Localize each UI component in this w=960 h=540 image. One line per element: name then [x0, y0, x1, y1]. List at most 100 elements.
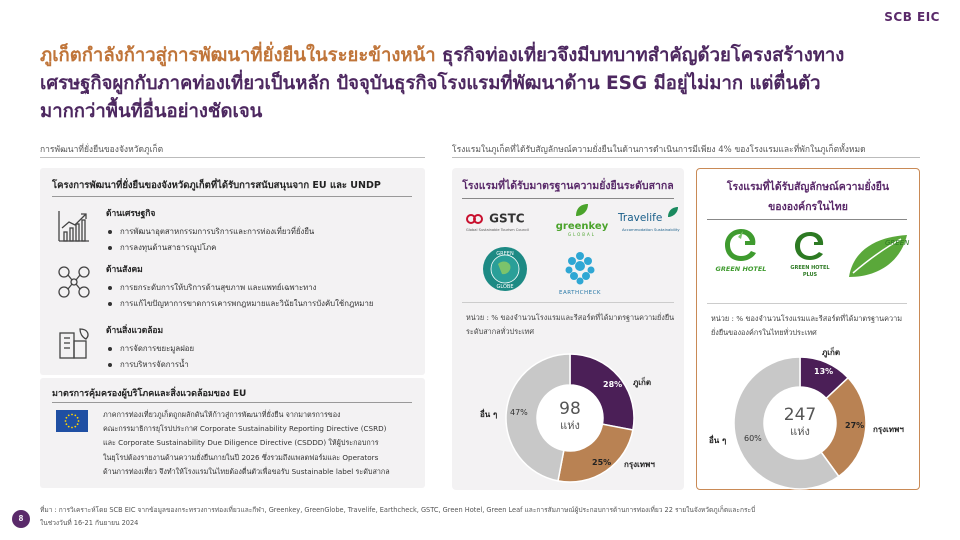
travelife-wordmark: Travelife — [618, 212, 663, 224]
donut-a-value-other: 47% — [510, 408, 528, 417]
scb-eic-logo: SCB EIC — [884, 10, 940, 24]
undp-box-title: โครงการพัฒนาที่ยั่งยืนของจังหวัดภูเก็ตที… — [52, 180, 381, 191]
eu-line: ด้านการท่องเที่ยว จึงทำให้โรงแรมในไทยต้อ… — [103, 466, 390, 476]
panel-b-divider — [707, 219, 907, 220]
people-network-icon — [58, 266, 90, 298]
list-item: การแก้ไขปัญหาการขาดการเคารพกฎหมายและวินั… — [106, 296, 373, 312]
headline-highlight: ภูเก็ตกำลังก้าวสู่การพัฒนาที่ยั่งยืนในระ… — [40, 45, 436, 66]
donut-a-value-phuket: 28% — [603, 380, 623, 389]
green-hotel-plus-wordmark: GREEN HOTEL PLUS — [790, 265, 830, 278]
eu-description: ภาคการท่องเที่ยวภูเก็ตถูกผลักดันให้ก้าวส… — [103, 408, 418, 479]
eu-box-title: มาตรการคุ้มครองผู้บริโภคและสิ่งแวดล้อมขอ… — [52, 389, 247, 399]
source-line: ที่มา : การวิเคราะห์โดย SCB EIC จากข้อมู… — [40, 506, 756, 514]
panel-b-title: โรงแรมที่ได้รับสัญลักษณ์ความยั่งยืน ของอ… — [697, 177, 919, 217]
earthcheck-wordmark: EARTHCHECK — [558, 290, 602, 296]
donut-b-hole — [764, 387, 836, 459]
donut-a-label-other: อื่น ๆ — [480, 410, 498, 419]
green-globe-text-top: GREEN — [496, 251, 514, 257]
donut-a-value-bangkok: 25% — [592, 458, 612, 467]
left-section-label: การพัฒนาที่ยั่งยืนของจังหวัดภูเก็ต — [40, 145, 164, 155]
donut-b-value-other: 60% — [744, 434, 762, 443]
donut-b-unit: แห่ง — [790, 425, 810, 438]
donut-b-label-phuket: ภูเก็ต — [822, 348, 841, 357]
donut-b-label-bangkok: กรุงเทพฯ — [873, 425, 904, 434]
green-hotel-plus-logo: GREEN HOTEL PLUS — [785, 231, 835, 279]
source-note: ที่มา : การวิเคราะห์โดย SCB EIC จากข้อมู… — [40, 504, 920, 530]
green-hotel-mark-icon — [725, 229, 756, 261]
category-title: ด้านสิ่งแวดล้อม — [106, 326, 164, 336]
growth-chart-icon — [58, 211, 89, 242]
unit-line: ระดับสากลทั่วประเทศ — [466, 326, 534, 336]
list-item: การจัดการขยะมูลฝอย — [106, 341, 194, 357]
donut-a-total: 98 — [559, 399, 581, 419]
earthcheck-mosaic-icon — [565, 252, 595, 285]
green-leaf-wordmark: GREEN LEAF — [885, 239, 911, 247]
unit-line: ยั่งยืนขององค์กรในไทยทั่วประเทศ — [711, 327, 817, 337]
green-globe-logo: GREEN GLOBE — [483, 247, 527, 291]
greenkey-logo: greenkey GLOBAL — [552, 202, 612, 237]
donut-b-total: 247 — [783, 405, 817, 425]
left-divider — [40, 157, 425, 158]
source-line: ในช่วงวันที่ 16-21 กันยายน 2024 — [40, 519, 139, 527]
donut-a-center: 98 แห่ง — [540, 399, 600, 433]
eu-line: และ Corporate Sustainability Due Diligen… — [103, 438, 379, 448]
greenkey-leaf-icon — [576, 204, 588, 216]
category-environment: ด้านสิ่งแวดล้อม การจัดการขยะมูลฝอย การบร… — [106, 323, 194, 373]
donut-a-label-bangkok: กรุงเทพฯ — [624, 460, 655, 469]
panel-a-logo-divider — [462, 302, 674, 303]
panel-b-title-line: โรงแรมที่ได้รับสัญลักษณ์ความยั่งยืน — [726, 181, 890, 193]
travelife-logo: Travelife Accommodation Sustainability — [618, 206, 680, 232]
right-section-label: โรงแรมในภูเก็ตที่ได้รับสัญลักษณ์ความยั่ง… — [452, 145, 866, 155]
eu-line: ในยุโรปต้องรายงานด้านความยั่งยืนภายในปี … — [103, 452, 379, 462]
eco-building-icon — [59, 328, 89, 359]
gstc-logo: GSTC Global Sustainable Tourism Council — [466, 208, 532, 232]
page-headline: ภูเก็ตกำลังก้าวสู่การพัฒนาที่ยั่งยืนในระ… — [40, 42, 920, 126]
earthcheck-logo: EARTHCHECK — [552, 250, 608, 296]
page-number: 8 — [12, 510, 30, 528]
unit-line: หน่วย : % ของจำนวนโรงแรมและรีสอร์ตที่ได้… — [466, 313, 675, 322]
gstc-wordmark: GSTC — [489, 211, 525, 226]
list-item: การพัฒนาอุตสาหกรรมการบริการและการท่องเที… — [106, 224, 314, 240]
panel-a-divider — [462, 198, 674, 199]
eu-line: คณะกรรมาธิการยุโรปประกาศ Corporate Susta… — [103, 424, 387, 434]
green-hotel-logo: GREEN HOTEL — [711, 227, 771, 273]
right-divider — [452, 157, 920, 158]
green-hotel-wordmark: GREEN HOTEL — [715, 265, 767, 273]
donut-a-hole — [537, 385, 603, 451]
panel-b-unit-note: หน่วย : % ของจำนวนโรงแรมและรีสอร์ตที่ได้… — [711, 312, 916, 339]
donut-a-unit: แห่ง — [560, 419, 580, 432]
eu-measures-box — [40, 378, 425, 488]
donut-b-label-other: อื่น ๆ — [709, 436, 727, 445]
travelife-subtitle: Accommodation Sustainability — [622, 227, 680, 232]
list-item: การลงทุนด้านสาธารณูปโภค — [106, 240, 314, 256]
panel-b-logo-divider — [707, 303, 907, 304]
unit-line: หน่วย : % ของจำนวนโรงแรมและรีสอร์ตที่ได้… — [711, 314, 903, 323]
category-society: ด้านสังคม การยกระดับการให้บริการด้านสุขภ… — [106, 262, 373, 312]
eu-title-divider — [52, 402, 412, 403]
eu-line: ภาคการท่องเที่ยวภูเก็ตถูกผลักดันให้ก้าวส… — [103, 410, 341, 419]
donut-b-value-phuket: 13% — [814, 367, 834, 376]
donut-b-center: 247 แห่ง — [770, 405, 830, 439]
travelife-leaf-icon — [668, 207, 679, 217]
panel-b-title-line: ขององค์กรในไทย — [768, 201, 848, 213]
green-hotel-plus-mark-icon — [795, 232, 824, 260]
category-title: ด้านเศรษฐกิจ — [106, 209, 156, 219]
list-item: การยกระดับการให้บริการด้านสุขภาพ และแพทย… — [106, 280, 373, 296]
gstc-mark-icon — [466, 213, 484, 225]
panel-a-unit-note: หน่วย : % ของจำนวนโรงแรมและรีสอร์ตที่ได้… — [466, 311, 676, 338]
list-item: การบริหารจัดการน้ำ — [106, 357, 194, 373]
undp-title-divider — [52, 196, 412, 197]
eu-flag-icon — [56, 410, 88, 432]
undp-project-box — [40, 168, 425, 375]
category-economy: ด้านเศรษฐกิจ การพัฒนาอุตสาหกรรมการบริการ… — [106, 206, 314, 256]
greenkey-wordmark: greenkey — [555, 221, 609, 232]
headline-line3: มากกว่าพื้นที่อื่นอย่างชัดเจน — [40, 101, 263, 122]
greenkey-subtitle: GLOBAL — [567, 232, 597, 237]
gstc-subtitle: Global Sustainable Tourism Council — [466, 228, 530, 232]
panel-a-title: โรงแรมที่ได้รับมาตรฐานความยั่งยืนระดับสา… — [462, 180, 674, 192]
donut-a-label-phuket: ภูเก็ต — [633, 378, 652, 387]
donut-b-value-bangkok: 27% — [845, 421, 865, 430]
green-leaf-logo: GREEN LEAF — [849, 235, 911, 277]
headline-line2: เศรษฐกิจผูกกับภาคท่องเที่ยวเป็นหลัก ปัจจ… — [40, 73, 821, 94]
